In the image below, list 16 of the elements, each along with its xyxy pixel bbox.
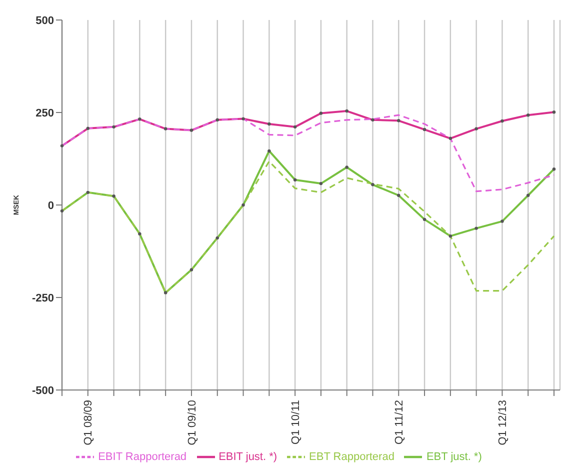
- legend-label: EBT Rapporterad: [309, 450, 394, 463]
- x-tick-label: Q1 10/11: [290, 400, 302, 444]
- y-tick-label: -500: [32, 384, 54, 397]
- x-tick-label: Q1 12/13: [497, 400, 510, 446]
- legend-label: EBIT Rapporterad: [98, 450, 187, 463]
- x-tick-label: Q1 11/12: [393, 400, 406, 444]
- legend-label: EBIT just. *): [218, 450, 278, 463]
- legend-label: EBT just. *): [426, 450, 482, 463]
- y-tick-label: 250: [36, 107, 54, 120]
- line-series: [60, 109, 556, 148]
- x-tick-label: Q1 08/09: [82, 400, 95, 446]
- y-tick-label: -250: [32, 292, 54, 304]
- x-tick-label: Q1 09/10: [186, 400, 198, 446]
- line-series: [61, 114, 555, 192]
- y-tick-label: 500: [36, 14, 54, 27]
- y-tick-label: 0: [48, 200, 54, 212]
